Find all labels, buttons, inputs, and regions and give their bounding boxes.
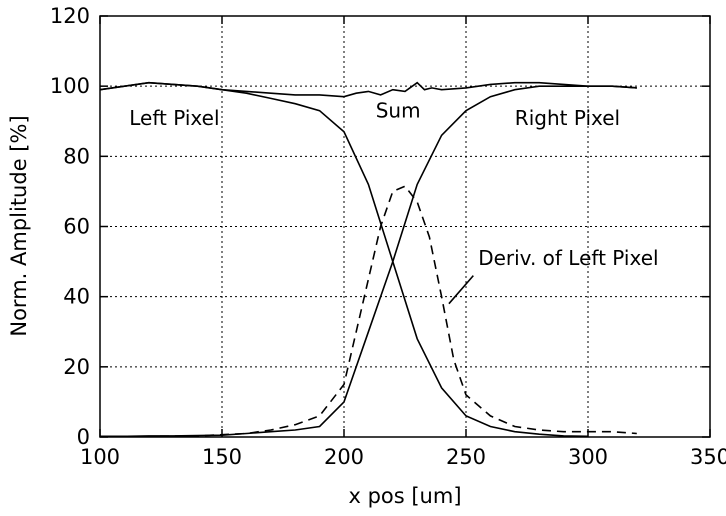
x-tick-label: 250 [446,445,486,469]
annotation-1: Left Pixel [129,106,219,130]
grid [100,16,710,437]
series-line-4 [100,186,637,436]
annotation-4: Deriv. of Left Pixel [478,246,658,270]
annotation-2: Sum [376,99,421,123]
y-tick-label: 120 [50,4,90,28]
x-tick-label: 300 [568,445,608,469]
annotations: Left Pixel Sum Right Pixel Deriv. of Left P… [129,99,658,304]
y-tick-label: 0 [77,425,90,449]
y-tick-label: 60 [63,215,90,239]
x-tick-label: 350 [690,445,726,469]
y-tick-label: 40 [63,285,90,309]
x-tick-label: 150 [202,445,242,469]
annotation-3: Right Pixel [515,106,620,130]
x-tick-label: 200 [324,445,364,469]
series-line-3 [100,83,637,97]
y-tick-label: 20 [63,355,90,379]
y-tick-label: 100 [50,74,90,98]
annotation-pointer [449,276,473,304]
x-axis-label: x pos [um] [348,484,461,508]
y-axis-label: Norm. Amplitude [%] [7,115,31,336]
y-tick-label: 80 [63,144,90,168]
